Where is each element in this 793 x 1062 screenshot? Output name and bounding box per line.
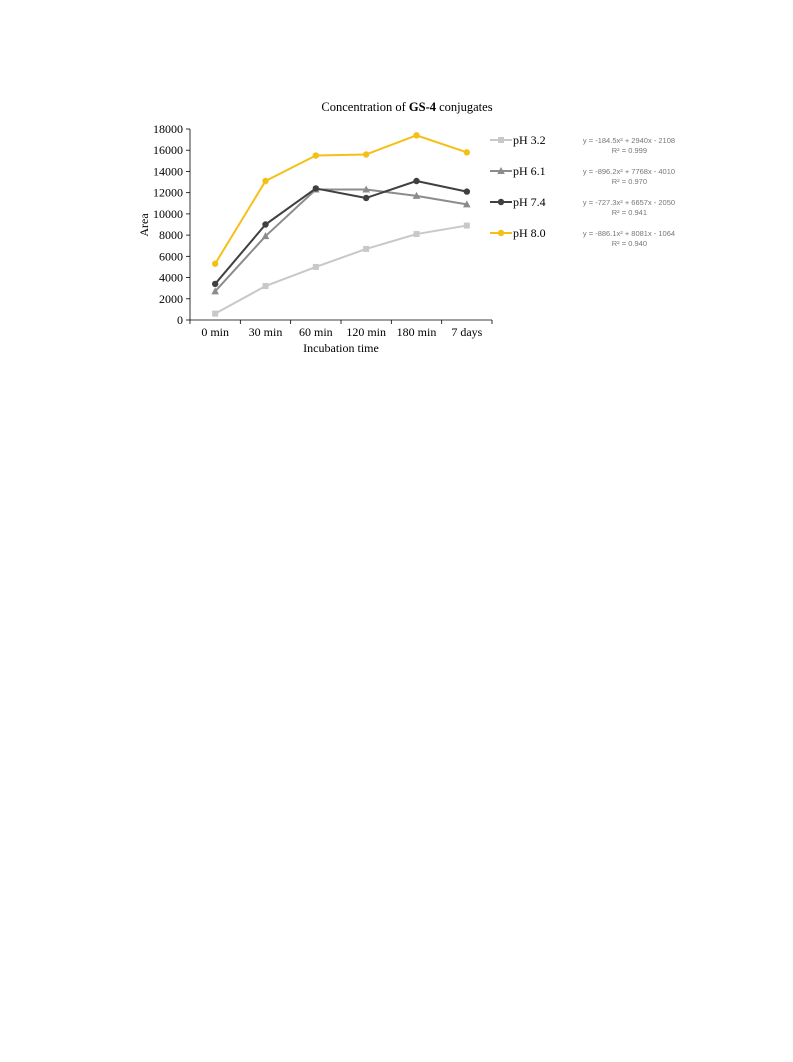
data-point-ph-3-2 bbox=[262, 283, 269, 290]
x-tick-label: 30 min bbox=[249, 325, 283, 339]
data-point-ph-6-1 bbox=[261, 232, 270, 240]
x-tick-label: 7 days bbox=[451, 325, 482, 339]
series-layer bbox=[211, 132, 471, 317]
data-point-ph-6-1 bbox=[211, 287, 219, 295]
series-line-ph-6-1 bbox=[214, 188, 467, 293]
equation-text: y = -886.1x² + 8081x - 1064 bbox=[583, 229, 675, 238]
data-point-ph-7-4 bbox=[312, 185, 320, 192]
legend-label: pH 8.0 bbox=[513, 226, 546, 240]
legend-item-ph-7-4: pH 7.4 bbox=[490, 195, 546, 209]
chart-title-suffix: conjugates bbox=[436, 100, 493, 114]
legend-swatch-marker bbox=[497, 229, 505, 237]
legend-label: pH 6.1 bbox=[513, 164, 546, 178]
data-point-ph-7-4 bbox=[362, 194, 370, 202]
y-tick-label: 12000 bbox=[153, 186, 183, 200]
y-tick-label: 18000 bbox=[153, 122, 183, 136]
data-point-ph-3-2 bbox=[363, 245, 370, 252]
axes: 0 2000 4000 6000 8000 10000 12000 14000 16000 180… bbox=[153, 122, 493, 339]
series-ph-8-0 bbox=[211, 132, 471, 267]
equation-text: y = -896.2x² + 7768x - 4010 bbox=[583, 167, 675, 176]
y-tick-label: 4000 bbox=[159, 271, 183, 285]
legend-label: pH 7.4 bbox=[513, 195, 546, 209]
chart-title: Concentration of GS-4 conjugates bbox=[321, 100, 492, 114]
r-squared-text: R² = 0.970 bbox=[612, 177, 647, 186]
y-tick-label: 8000 bbox=[159, 228, 183, 242]
legend-item-ph-3-2: pH 3.2 bbox=[490, 133, 546, 147]
series-ph-3-2 bbox=[212, 222, 470, 317]
r-squared-text: R² = 0.999 bbox=[612, 146, 647, 155]
legend-item-ph-8-0: pH 8.0 bbox=[490, 226, 546, 240]
data-point-ph-7-4 bbox=[413, 177, 420, 185]
data-point-ph-8-0 bbox=[312, 152, 320, 159]
y-tick-label: 10000 bbox=[153, 207, 183, 221]
series-ph-7-4 bbox=[211, 177, 471, 288]
data-point-ph-3-2 bbox=[312, 263, 319, 270]
x-tick-label: 180 min bbox=[397, 325, 437, 339]
x-tick-label: 120 min bbox=[346, 325, 386, 339]
series-ph-6-1 bbox=[211, 185, 471, 295]
y-tick-label: 16000 bbox=[153, 143, 183, 157]
legend-swatch-marker bbox=[497, 198, 505, 206]
data-point-ph-8-0 bbox=[211, 260, 219, 267]
legend-item-ph-6-1: pH 6.1 bbox=[490, 164, 546, 178]
data-point-ph-6-1 bbox=[463, 200, 471, 208]
data-point-ph-8-0 bbox=[463, 149, 471, 156]
y-tick-label: 0 bbox=[177, 313, 183, 327]
chart-title-prefix: Concentration of bbox=[321, 100, 408, 114]
x-tick-label: 60 min bbox=[299, 325, 333, 339]
data-point-ph-3-2 bbox=[463, 222, 470, 229]
series-line-ph-7-4 bbox=[214, 179, 468, 285]
series-line-ph-3-2 bbox=[214, 224, 467, 315]
y-axis-label: Area bbox=[137, 213, 151, 237]
equation-text: y = -184.5x² + 2940x - 2108 bbox=[583, 136, 675, 145]
data-point-ph-7-4 bbox=[262, 221, 269, 228]
data-point-ph-8-0 bbox=[362, 151, 370, 158]
x-tick-label: 0 min bbox=[201, 325, 229, 339]
data-point-ph-3-2 bbox=[413, 231, 420, 238]
legend: pH 3.2 pH 6.1 pH 7.4 pH 8.0 bbox=[490, 133, 546, 240]
legend-label: pH 3.2 bbox=[513, 133, 546, 147]
r-squared-text: R² = 0.941 bbox=[612, 208, 647, 217]
data-point-ph-6-1 bbox=[412, 191, 421, 199]
data-point-ph-7-4 bbox=[463, 188, 471, 195]
y-tick-label: 14000 bbox=[153, 164, 183, 178]
data-point-ph-8-0 bbox=[262, 177, 269, 185]
legend-swatch-marker bbox=[498, 137, 504, 143]
x-axis-label: Incubation time bbox=[303, 341, 379, 355]
data-point-ph-7-4 bbox=[211, 280, 219, 288]
y-tick-label: 2000 bbox=[159, 292, 183, 306]
data-point-ph-3-2 bbox=[212, 310, 219, 317]
data-point-ph-8-0 bbox=[413, 132, 420, 139]
y-tick-label: 6000 bbox=[159, 249, 183, 263]
series-line-ph-8-0 bbox=[214, 134, 468, 265]
equation-text: y = -727.3x² + 6657x - 2050 bbox=[583, 198, 675, 207]
chart-title-bold: GS-4 bbox=[409, 100, 437, 114]
r-squared-text: R² = 0.940 bbox=[612, 239, 647, 248]
legend-swatch-marker bbox=[497, 167, 505, 174]
data-point-ph-6-1 bbox=[362, 185, 370, 193]
